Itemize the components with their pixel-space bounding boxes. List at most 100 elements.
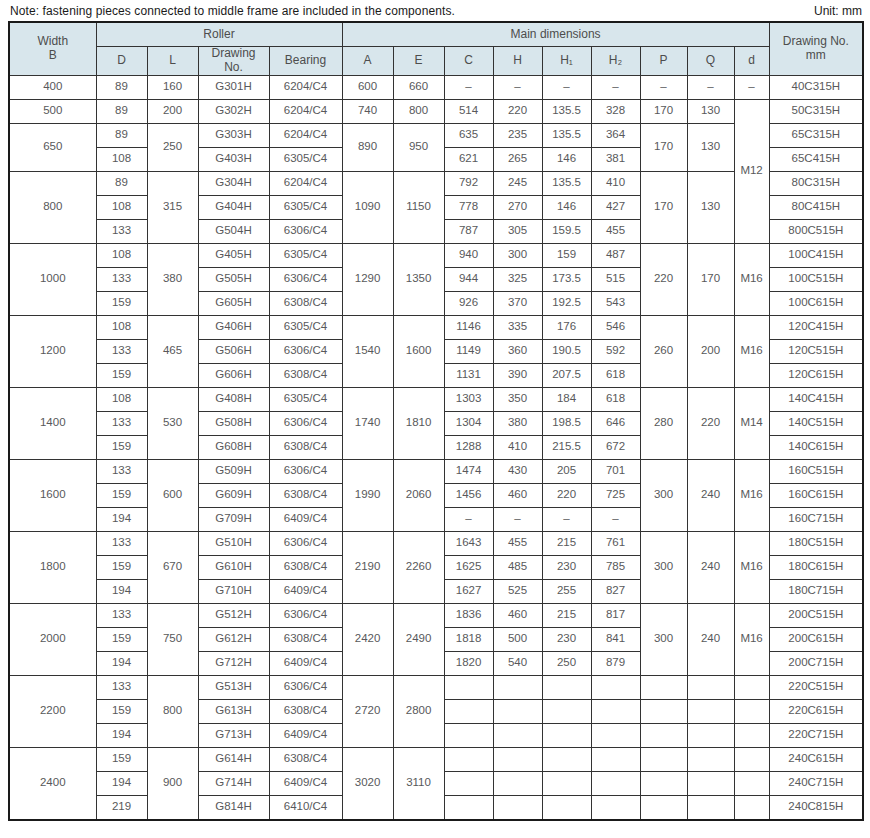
table-cell: 108 xyxy=(96,315,147,339)
table-cell: 1350 xyxy=(393,243,444,315)
table-cell: 190.5 xyxy=(542,339,591,363)
table-cell: 381 xyxy=(591,147,640,171)
table-cell: – xyxy=(542,75,591,99)
table-cell: G508H xyxy=(198,411,269,435)
column-header-width-b: Width B xyxy=(9,22,96,75)
table-cell xyxy=(493,747,542,771)
table-cell xyxy=(444,771,493,795)
column-header-l: L xyxy=(147,47,198,76)
table-cell: G709H xyxy=(198,507,269,531)
table-cell: – xyxy=(640,75,687,99)
table-cell: 646 xyxy=(591,411,640,435)
table-cell: 3110 xyxy=(393,747,444,820)
table-cell: 133 xyxy=(96,219,147,243)
table-cell: 133 xyxy=(96,531,147,555)
column-header-q: Q xyxy=(687,47,734,76)
table-cell: 1625 xyxy=(444,555,493,579)
table-cell xyxy=(687,747,734,771)
table-cell: 543 xyxy=(591,291,640,315)
table-cell: – xyxy=(493,507,542,531)
table-cell: 1820 xyxy=(444,651,493,675)
table-cell xyxy=(444,723,493,747)
table-cell: 219 xyxy=(96,795,147,820)
table-cell: 235 xyxy=(493,123,542,147)
table-cell: 200 xyxy=(687,315,734,387)
table-cell: 380 xyxy=(493,411,542,435)
table-cell: G405H xyxy=(198,243,269,267)
table-cell: 170 xyxy=(640,171,687,243)
table-cell: G504H xyxy=(198,219,269,243)
table-cell xyxy=(493,699,542,723)
table-cell: 2000 xyxy=(9,603,96,675)
table-row: 2400159900G614H6308/C430203110240C615H xyxy=(9,747,863,771)
table-cell: M12 xyxy=(734,99,769,243)
table-cell: G301H xyxy=(198,75,269,99)
table-cell: 817 xyxy=(591,603,640,627)
table-cell: 159 xyxy=(542,243,591,267)
table-cell: 159 xyxy=(96,699,147,723)
table-cell: 660 xyxy=(393,75,444,99)
table-cell: 200C715H xyxy=(769,651,863,675)
table-cell: 65C315H xyxy=(769,123,863,147)
table-cell xyxy=(640,747,687,771)
table-cell: 6308/C4 xyxy=(269,699,342,723)
table-cell: 255 xyxy=(542,579,591,603)
table-cell: G303H xyxy=(198,123,269,147)
table-cell: 198.5 xyxy=(542,411,591,435)
table-cell: 133 xyxy=(96,675,147,699)
table-cell: 325 xyxy=(493,267,542,291)
column-header-h1: H₁ xyxy=(542,47,591,76)
table-cell: 410 xyxy=(591,171,640,195)
table-cell: 6409/C4 xyxy=(269,723,342,747)
table-cell: 100C615H xyxy=(769,291,863,315)
table-cell xyxy=(542,675,591,699)
table-cell: G509H xyxy=(198,459,269,483)
table-cell: 701 xyxy=(591,459,640,483)
table-cell: 133 xyxy=(96,267,147,291)
table-cell: 130 xyxy=(687,99,734,123)
table-cell: 180C615H xyxy=(769,555,863,579)
table-cell: 2190 xyxy=(342,531,393,603)
table-cell: 2200 xyxy=(9,675,96,747)
header-row: Width BRollerMain dimensionsDrawing No. … xyxy=(9,22,863,47)
table-cell: 170 xyxy=(640,123,687,171)
table-row: 1400108530G408H6305/C4174018101303350184… xyxy=(9,387,863,411)
table-cell: 6306/C4 xyxy=(269,675,342,699)
table-cell: 205 xyxy=(542,459,591,483)
table-cell: 146 xyxy=(542,147,591,171)
table-cell: G612H xyxy=(198,627,269,651)
table-cell: G403H xyxy=(198,147,269,171)
column-header-drawing-no-mm: Drawing No. mm xyxy=(769,22,863,75)
table-cell: 250 xyxy=(542,651,591,675)
table-cell xyxy=(687,723,734,747)
table-cell: 6306/C4 xyxy=(269,219,342,243)
table-cell: G304H xyxy=(198,171,269,195)
table-cell: 390 xyxy=(493,363,542,387)
table-cell: 487 xyxy=(591,243,640,267)
table-cell: G614H xyxy=(198,747,269,771)
table-cell: 1456 xyxy=(444,483,493,507)
table-row: 2000133750G512H6306/C4242024901836460215… xyxy=(9,603,863,627)
table-cell: 6306/C4 xyxy=(269,339,342,363)
table-cell: 725 xyxy=(591,483,640,507)
table-cell: G712H xyxy=(198,651,269,675)
table-cell: 140C615H xyxy=(769,435,863,459)
table-cell: 6204/C4 xyxy=(269,171,342,195)
table-cell: 800 xyxy=(393,99,444,123)
table-cell: 160C615H xyxy=(769,483,863,507)
table-cell: G814H xyxy=(198,795,269,820)
table-cell: 460 xyxy=(493,483,542,507)
table-cell: 6305/C4 xyxy=(269,387,342,411)
table-cell: – xyxy=(542,507,591,531)
table-cell: G408H xyxy=(198,387,269,411)
table-cell: 787 xyxy=(444,219,493,243)
table-cell: G713H xyxy=(198,723,269,747)
table-cell: G506H xyxy=(198,339,269,363)
table-cell: 6409/C4 xyxy=(269,507,342,531)
table-cell: 159 xyxy=(96,483,147,507)
table-cell: G608H xyxy=(198,435,269,459)
table-cell: 160 xyxy=(147,75,198,99)
table-cell: 207.5 xyxy=(542,363,591,387)
table-cell: 430 xyxy=(493,459,542,483)
table-cell: 180C715H xyxy=(769,579,863,603)
